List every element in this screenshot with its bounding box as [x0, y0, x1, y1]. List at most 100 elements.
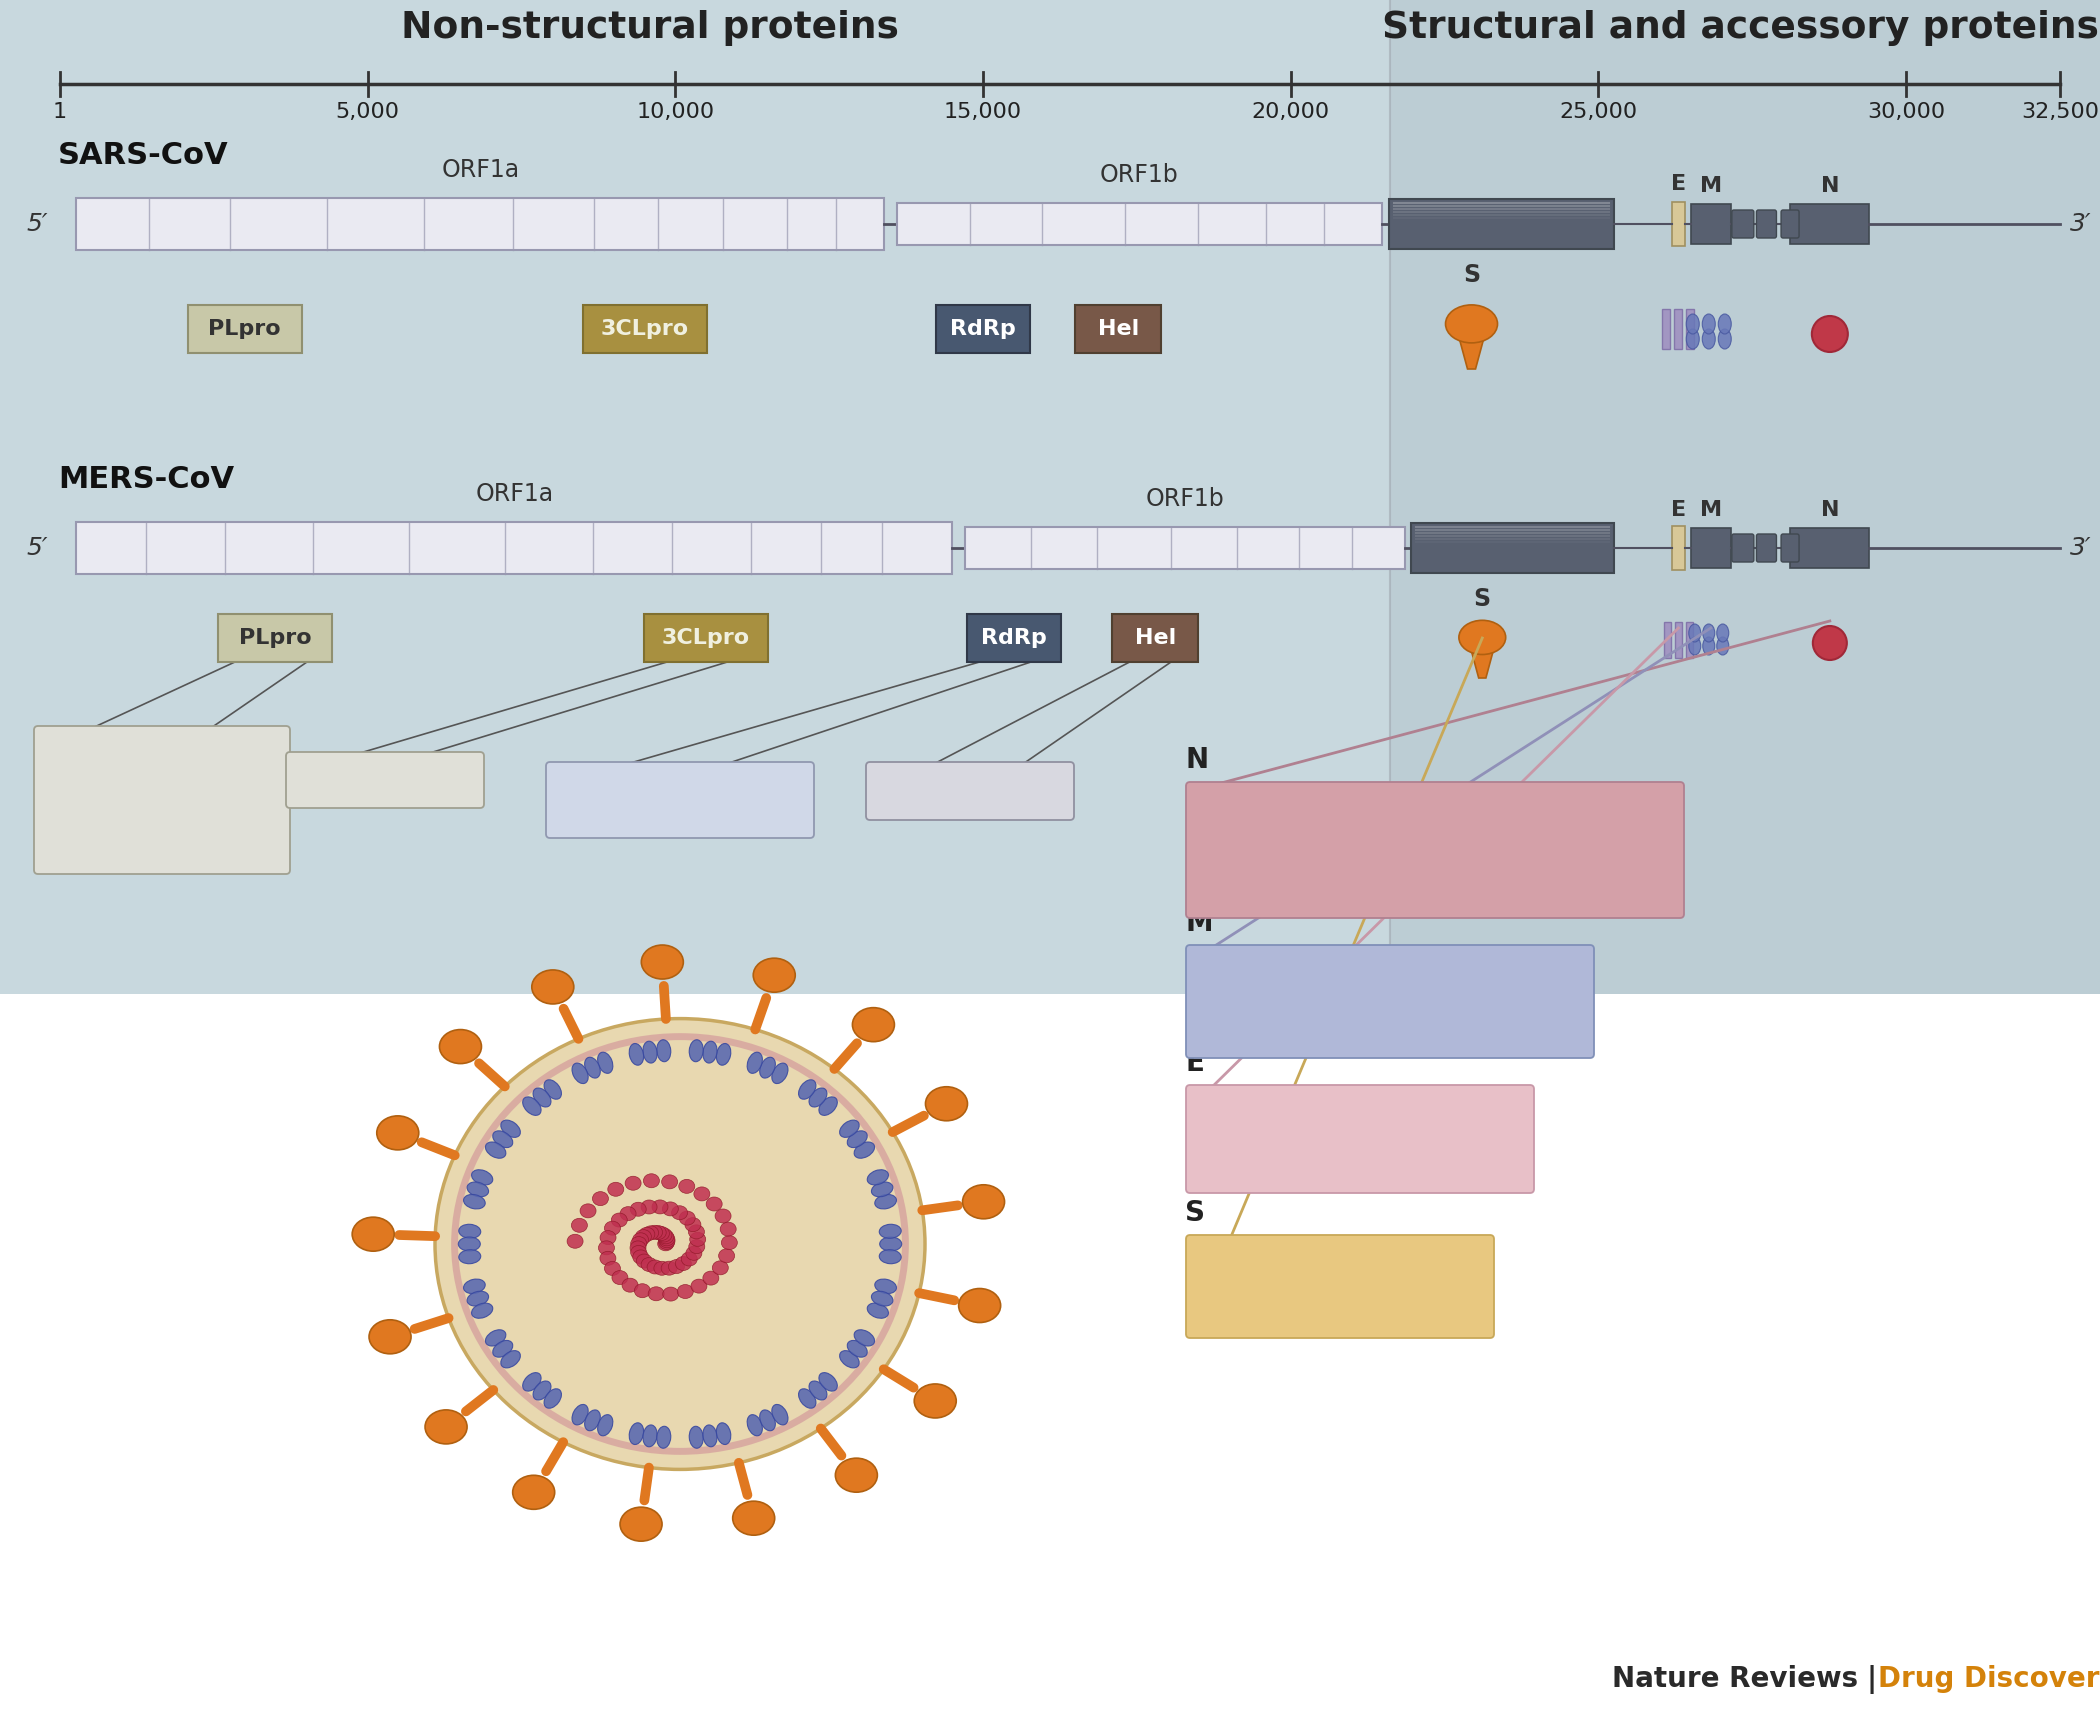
Ellipse shape [733, 1502, 775, 1535]
Text: M: M [1184, 909, 1212, 936]
Text: 5′: 5′ [27, 536, 48, 560]
Ellipse shape [1686, 314, 1699, 335]
Ellipse shape [676, 1257, 691, 1271]
Text: • Virion assembly: • Virion assembly [1203, 966, 1365, 983]
Text: SARS-CoV: SARS-CoV [59, 142, 229, 170]
Ellipse shape [657, 1236, 674, 1250]
Ellipse shape [836, 1458, 878, 1493]
Ellipse shape [512, 1476, 554, 1509]
FancyBboxPatch shape [1186, 782, 1684, 917]
Ellipse shape [651, 1200, 668, 1214]
Ellipse shape [640, 1200, 657, 1214]
Ellipse shape [466, 1292, 489, 1306]
Ellipse shape [632, 1250, 649, 1264]
Ellipse shape [638, 1228, 655, 1242]
Ellipse shape [846, 1340, 867, 1358]
Ellipse shape [657, 1040, 670, 1061]
Polygon shape [1457, 331, 1487, 369]
FancyBboxPatch shape [218, 614, 332, 662]
Ellipse shape [798, 1080, 817, 1099]
Ellipse shape [571, 1219, 588, 1233]
FancyBboxPatch shape [1186, 1235, 1493, 1339]
Ellipse shape [808, 1380, 827, 1399]
Bar [1665, 623, 1672, 657]
Bar [1672, 201, 1684, 246]
Ellipse shape [662, 1261, 676, 1274]
Text: ORF1a: ORF1a [475, 482, 552, 506]
FancyBboxPatch shape [937, 305, 1029, 354]
Text: E: E [1672, 499, 1686, 520]
Ellipse shape [689, 1427, 704, 1448]
Ellipse shape [640, 945, 682, 980]
Text: 30,000: 30,000 [1867, 102, 1945, 121]
Ellipse shape [687, 1247, 701, 1261]
Ellipse shape [659, 1235, 674, 1250]
Text: (MERS-CoV): (MERS-CoV) [1203, 1020, 1323, 1037]
Bar [1791, 205, 1869, 244]
Ellipse shape [620, 1207, 636, 1221]
Text: • Virion assembly: • Virion assembly [1203, 1105, 1365, 1124]
Ellipse shape [712, 1261, 729, 1274]
Ellipse shape [867, 1304, 888, 1318]
Ellipse shape [720, 1222, 737, 1236]
Ellipse shape [926, 1087, 968, 1120]
Text: E: E [1672, 173, 1686, 194]
Ellipse shape [872, 1292, 892, 1306]
Text: N: N [1184, 746, 1207, 773]
Ellipse shape [466, 1183, 489, 1196]
Text: • Viral replication: • Viral replication [561, 784, 724, 803]
Ellipse shape [458, 1250, 481, 1264]
Ellipse shape [693, 1186, 710, 1202]
Ellipse shape [620, 1507, 662, 1542]
Ellipse shape [689, 1040, 704, 1061]
Bar [1390, 199, 1613, 250]
Ellipse shape [533, 1380, 550, 1399]
Ellipse shape [485, 1330, 506, 1346]
Ellipse shape [544, 1389, 561, 1408]
Ellipse shape [376, 1117, 418, 1150]
Ellipse shape [531, 969, 573, 1004]
Ellipse shape [659, 1235, 674, 1248]
Ellipse shape [649, 1287, 664, 1300]
FancyBboxPatch shape [1186, 945, 1594, 1058]
Bar [1663, 309, 1670, 349]
Text: 32,500: 32,500 [2020, 102, 2100, 121]
Ellipse shape [636, 1229, 651, 1243]
Text: silencing (SARS-CoV): silencing (SARS-CoV) [1203, 883, 1405, 902]
Text: Non-structural proteins: Non-structural proteins [401, 10, 899, 47]
Ellipse shape [691, 1280, 708, 1294]
Ellipse shape [748, 1415, 762, 1436]
Bar [897, 203, 1382, 244]
Bar [964, 527, 1405, 569]
Text: RdRp: RdRp [981, 628, 1046, 649]
Text: (SARS-CoV): (SARS-CoV) [1203, 1158, 1321, 1177]
Ellipse shape [760, 1410, 775, 1431]
Ellipse shape [584, 1410, 601, 1431]
Ellipse shape [605, 1261, 620, 1276]
Ellipse shape [435, 1018, 924, 1469]
Ellipse shape [958, 1288, 1000, 1323]
Ellipse shape [819, 1373, 838, 1391]
Bar [1674, 309, 1682, 349]
Ellipse shape [626, 1176, 640, 1190]
Ellipse shape [571, 1063, 588, 1084]
Bar [76, 198, 884, 250]
Ellipse shape [643, 1040, 657, 1063]
Ellipse shape [662, 1202, 678, 1216]
Ellipse shape [748, 1053, 762, 1073]
Ellipse shape [1460, 621, 1506, 654]
Ellipse shape [636, 1254, 653, 1268]
Ellipse shape [872, 1183, 892, 1196]
Bar [1672, 525, 1684, 570]
Text: ORF1b: ORF1b [1100, 163, 1178, 187]
Ellipse shape [630, 1424, 643, 1444]
Ellipse shape [657, 1229, 674, 1243]
Text: MERS-CoV: MERS-CoV [59, 465, 233, 494]
FancyBboxPatch shape [645, 614, 769, 662]
Text: N: N [1821, 175, 1840, 196]
Ellipse shape [664, 1287, 678, 1300]
Ellipse shape [962, 1184, 1004, 1219]
Ellipse shape [458, 1236, 481, 1250]
Bar [1791, 527, 1869, 569]
Ellipse shape [689, 1224, 704, 1238]
